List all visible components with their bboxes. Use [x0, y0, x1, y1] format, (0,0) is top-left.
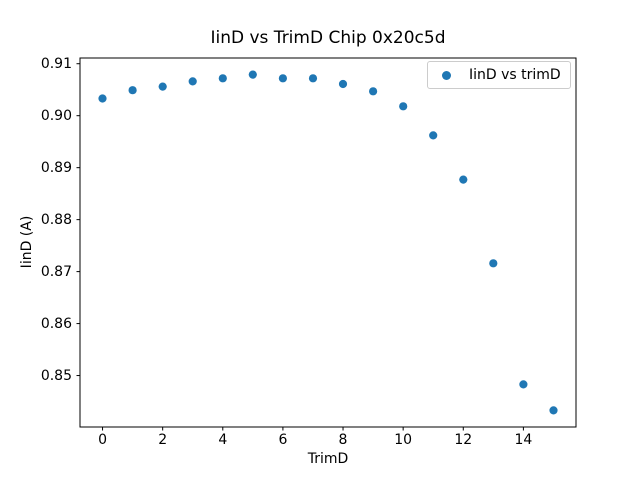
scatter-point [248, 70, 257, 79]
scatter-point [399, 102, 408, 111]
y-tick-label: 0.86 [40, 315, 72, 332]
scatter-point [158, 82, 167, 91]
scatter-point [218, 74, 227, 83]
legend: IinD vs trimD [427, 61, 571, 89]
x-tick-label: 2 [158, 432, 168, 448]
scatter-point [188, 77, 197, 86]
chart-title: IinD vs TrimD Chip 0x20c5d [210, 28, 446, 48]
y-tick-label: 0.87 [40, 263, 72, 280]
scatter-point [369, 87, 378, 96]
scatter-point [98, 94, 107, 103]
scatter-point [459, 175, 468, 184]
scatter-point [278, 74, 287, 83]
x-tick-label: 10 [394, 432, 413, 448]
y-tick-label: 0.88 [40, 211, 72, 228]
scatter-point [489, 259, 498, 268]
x-tick-label: 12 [454, 432, 473, 448]
scatter-point [549, 406, 558, 415]
y-tick-label: 0.85 [40, 367, 72, 384]
axes-frame [79, 57, 577, 428]
x-tick-label: 14 [514, 432, 533, 448]
x-tick-label: 0 [98, 432, 107, 448]
x-tick-label: 4 [218, 432, 228, 448]
x-tick-label: 8 [338, 432, 348, 448]
y-tick-label: 0.89 [40, 159, 72, 176]
legend-marker-icon [442, 70, 451, 80]
legend-label: IinD vs trimD [469, 67, 561, 83]
y-tick-label: 0.91 [40, 55, 72, 72]
scatter-point [338, 79, 348, 89]
y-axis-label: IinD (A) [19, 215, 35, 269]
scatter-point [308, 74, 318, 83]
scatter-point [519, 380, 528, 389]
scatter-point [429, 131, 438, 140]
y-tick-label: 0.90 [40, 107, 72, 124]
x-tick-label: 6 [278, 432, 288, 448]
x-axis-label: TrimD [307, 451, 349, 467]
scatter-point [128, 86, 137, 95]
